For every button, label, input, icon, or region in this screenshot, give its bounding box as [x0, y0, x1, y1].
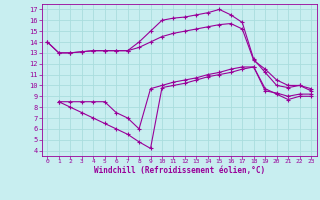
X-axis label: Windchill (Refroidissement éolien,°C): Windchill (Refroidissement éolien,°C): [94, 166, 265, 175]
